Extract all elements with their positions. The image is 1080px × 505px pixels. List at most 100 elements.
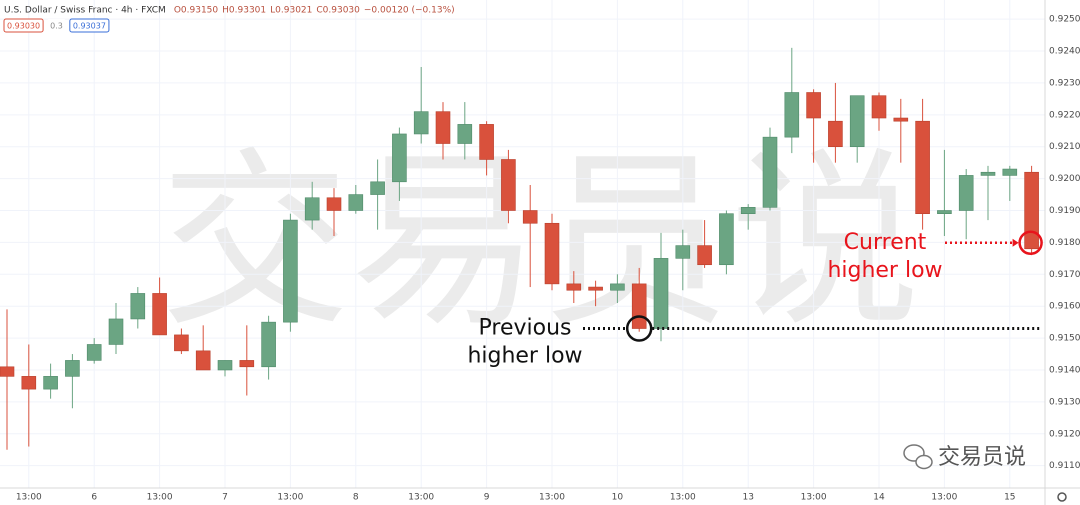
candle-body <box>479 124 494 160</box>
candle-body <box>174 334 189 352</box>
candle-body <box>108 318 124 345</box>
candle <box>653 232 669 342</box>
candle-body <box>937 210 952 214</box>
candle <box>304 181 320 230</box>
logo: 交易员说 <box>903 444 1026 470</box>
candle <box>326 188 342 237</box>
candle-body <box>719 213 734 266</box>
annotation: Previous higher low <box>467 315 1040 369</box>
chart-title: U.S. Dollar / Swiss Franc · 4h · FXCM <box>4 6 166 16</box>
candle <box>43 363 58 399</box>
candle <box>152 277 167 336</box>
candle <box>697 220 712 268</box>
candle <box>980 165 996 221</box>
candle-body <box>1002 168 1018 176</box>
candle-body <box>610 283 625 291</box>
candle-body <box>762 136 778 208</box>
badge-box <box>69 18 110 33</box>
candle <box>65 354 80 409</box>
highlight-circle <box>1018 230 1043 256</box>
candle <box>849 95 865 163</box>
candle-body <box>370 181 385 195</box>
settings-icon <box>1057 492 1067 502</box>
candle-body <box>283 219 298 323</box>
candle-body <box>217 360 233 371</box>
candle <box>719 210 734 275</box>
annotation-text: Current <box>844 230 927 255</box>
candle <box>239 325 255 396</box>
candle-body <box>828 120 843 148</box>
candle <box>1024 165 1039 256</box>
candle <box>937 149 952 237</box>
badge: 0.3 <box>47 19 66 32</box>
candle-body <box>21 376 37 390</box>
candle-body <box>435 111 451 144</box>
candle <box>501 149 516 224</box>
candle-body <box>392 133 407 183</box>
candle-body <box>195 350 211 371</box>
candle-body <box>304 197 320 221</box>
candle <box>762 127 778 211</box>
candle-body <box>958 175 974 211</box>
badge-box <box>3 18 44 33</box>
candle-body <box>130 293 146 320</box>
x-tick-label: 9 <box>484 493 490 503</box>
ohlc-value: −0.00120 (−0.13%) <box>364 6 455 16</box>
candle <box>392 127 407 201</box>
ohlc-value: C0.93030 <box>316 6 360 16</box>
badge-box <box>47 19 66 32</box>
candle <box>457 102 473 160</box>
candle-body <box>65 360 80 377</box>
candle-body <box>326 197 342 211</box>
x-tick-label: 13:00 <box>147 493 173 503</box>
ohlc-value: L0.93021 <box>270 6 312 16</box>
annotation-text: Previous <box>479 316 572 341</box>
logo-text: 交易员说 <box>938 445 1026 470</box>
candle <box>784 47 800 154</box>
candle-body <box>457 124 473 144</box>
x-tick-label: 13:00 <box>408 493 434 503</box>
candle-body <box>152 293 167 336</box>
y-tick-label: 0.92500 <box>1049 15 1080 25</box>
candle <box>261 315 276 380</box>
candle <box>828 82 843 163</box>
candle <box>479 121 494 176</box>
candle-body <box>261 321 276 368</box>
logo-icon <box>915 454 933 470</box>
badge-text: 0.93030 <box>7 22 40 31</box>
candle-body <box>501 159 516 211</box>
candle <box>740 204 756 230</box>
candle <box>108 303 124 355</box>
candle-body <box>915 120 930 214</box>
candle-body <box>413 111 429 135</box>
candle <box>915 98 930 230</box>
annotation-text: higher low <box>467 344 582 369</box>
x-tick-label: 10 <box>612 493 624 503</box>
candle <box>21 344 37 447</box>
x-tick-label: 13:00 <box>16 493 42 503</box>
candle <box>893 98 909 163</box>
candle <box>871 92 887 131</box>
x-tick-label: 8 <box>353 493 359 503</box>
annotation: Current higher low <box>827 230 1043 283</box>
x-tick-label: 7 <box>222 493 228 503</box>
x-tick-label: 13:00 <box>670 493 696 503</box>
x-tick-label: 14 <box>873 493 885 503</box>
logo-icon <box>903 444 925 462</box>
candle <box>283 213 298 332</box>
candle <box>413 66 429 144</box>
highlight-circle <box>625 315 653 342</box>
candle <box>806 89 821 163</box>
candle-body <box>806 92 821 119</box>
candle <box>348 184 364 214</box>
candle-body <box>0 366 15 377</box>
candle <box>610 274 625 304</box>
